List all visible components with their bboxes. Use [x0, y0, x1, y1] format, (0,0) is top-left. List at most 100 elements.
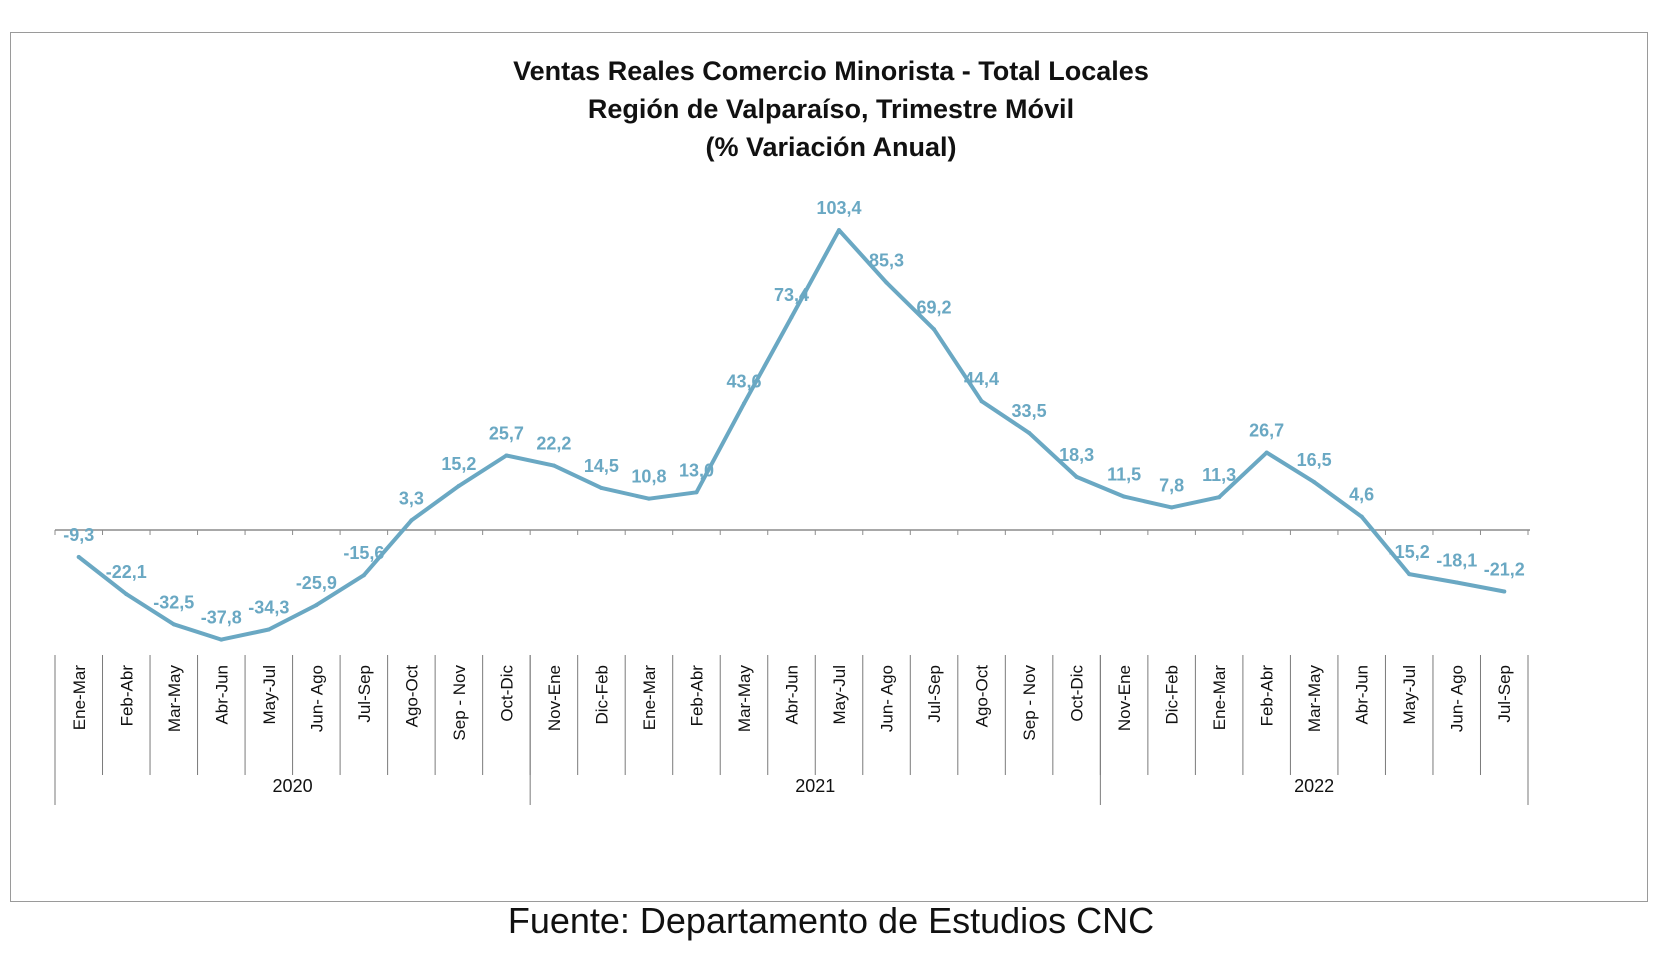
category-tick-label: Ene-Mar: [1210, 665, 1229, 731]
category-tick-label: Dic-Feb: [592, 665, 611, 725]
data-point: [361, 573, 366, 578]
category-tick-label: Ene-Mar: [640, 665, 659, 731]
data-label: 15,2: [441, 454, 476, 474]
data-point: [1264, 450, 1269, 455]
data-point: [1454, 580, 1459, 585]
data-label: 7,8: [1159, 475, 1184, 495]
category-tick-label: Oct-Dic: [497, 665, 516, 722]
category-tick-label: Feb-Abr: [687, 665, 706, 727]
chart-title-line-2: Región de Valparaíso, Trimestre Móvil: [587, 94, 1075, 124]
data-label: 22,2: [536, 434, 571, 454]
data-point: [1312, 480, 1317, 485]
data-point: [1027, 430, 1032, 435]
category-tick-label: Jul-Sep: [925, 665, 944, 723]
category-tick-layer: Ene-Mar Feb-Abr Mar-May Abr-Jun May-Jul Jun- …: [54, 655, 1529, 805]
year-label: 2020: [273, 776, 313, 796]
series-line-layer: [76, 228, 1507, 642]
data-label: -25,9: [296, 573, 337, 593]
category-tick-label: May-Jul: [260, 665, 279, 725]
data-point: [789, 315, 794, 320]
data-label: 33,5: [1012, 401, 1047, 421]
data-point: [741, 401, 746, 406]
data-label: -15,6: [343, 543, 384, 563]
data-point: [1217, 495, 1222, 500]
data-point: [504, 453, 509, 458]
category-tick-label: Mar-May: [165, 665, 184, 733]
data-label: 43,6: [726, 372, 761, 392]
data-point: [76, 554, 81, 559]
data-point: [1359, 514, 1364, 519]
data-label: -22,1: [106, 562, 147, 582]
data-label: 25,7: [489, 423, 524, 443]
data-label: -21,2: [1484, 559, 1525, 579]
data-point: [314, 603, 319, 608]
data-label: 69,2: [917, 297, 952, 317]
data-label: 16,5: [1297, 450, 1332, 470]
category-tick-label: Sep - Nov: [450, 665, 469, 741]
category-tick-label: Oct-Dic: [1068, 665, 1087, 722]
category-tick-label: Ago-Oct: [973, 665, 992, 728]
data-label: -37,8: [201, 608, 242, 628]
data-point: [932, 327, 937, 332]
data-label: 11,5: [1107, 465, 1141, 485]
category-tick-label: May-Jul: [830, 665, 849, 725]
line-chart: -9,3 -22,1 -32,5 -37,8 -34,3 -25,9 -15,6 3,3 15,…: [54, 198, 1530, 805]
data-point: [1122, 494, 1127, 499]
category-tick-label: Abr-Jun: [1353, 665, 1372, 725]
category-tick-label: Nov-Ene: [1115, 665, 1134, 731]
data-label: 85,3: [869, 251, 904, 271]
chart-title-line-1: Ventas Reales Comercio Minorista - Total…: [513, 56, 1149, 86]
data-label: -32,5: [153, 592, 194, 612]
category-tick-label: Abr-Jun: [783, 665, 802, 725]
data-label: -9,3: [63, 525, 94, 545]
axis-layer: [54, 529, 1530, 535]
category-tick-label: Jul-Sep: [355, 665, 374, 723]
data-label: 11,3: [1202, 465, 1236, 485]
category-tick-label: Ene-Mar: [70, 665, 89, 731]
data-label: -34,3: [248, 597, 289, 617]
year-label: 2021: [795, 776, 835, 796]
data-point: [266, 627, 271, 632]
category-tick-label: Jun- Ago: [1448, 665, 1467, 732]
data-label: 44,4: [964, 369, 999, 389]
data-point: [1169, 505, 1174, 510]
data-label: 73,4: [774, 285, 809, 305]
data-label: 14,5: [584, 456, 619, 476]
category-tick-label: Sep - Nov: [1020, 665, 1039, 741]
category-tick-label: Mar-May: [1305, 665, 1324, 733]
data-label: -18,1: [1436, 550, 1477, 570]
data-point: [1407, 572, 1412, 577]
data-point: [599, 485, 604, 490]
data-point: [1502, 589, 1507, 594]
data-label: 103,4: [816, 198, 861, 218]
chart-title-line-3: (% Variación Anual): [705, 132, 957, 162]
category-tick-label: Dic-Feb: [1163, 665, 1182, 725]
data-label: 4,6: [1349, 485, 1374, 505]
data-point: [979, 399, 984, 404]
category-tick-label: May-Jul: [1400, 665, 1419, 725]
data-point: [646, 496, 651, 501]
data-point: [219, 637, 224, 642]
data-label: 26,7: [1249, 421, 1284, 441]
category-tick-label: Feb-Abr: [1258, 665, 1277, 727]
category-tick-label: Jul-Sep: [1495, 665, 1514, 723]
data-label: 18,3: [1059, 445, 1094, 465]
data-point: [884, 280, 889, 285]
year-label: 2022: [1294, 776, 1334, 796]
data-point: [1074, 474, 1079, 479]
chart-title: Ventas Reales Comercio Minorista - Total…: [0, 52, 1662, 166]
data-point: [694, 490, 699, 495]
category-tick-label: Jun- Ago: [307, 665, 326, 732]
data-label: 10,8: [631, 467, 666, 487]
chart-frame: [10, 32, 1648, 902]
data-point: [409, 518, 414, 523]
category-tick-label: Ago-Oct: [402, 665, 421, 728]
category-tick-label: Jun- Ago: [878, 665, 897, 732]
data-label: 13,0: [679, 460, 714, 480]
data-point: [837, 228, 842, 233]
data-label-layer: -9,3 -22,1 -32,5 -37,8 -34,3 -25,9 -15,6 3,3 15,…: [63, 198, 1525, 627]
data-point: [551, 463, 556, 468]
data-label: 3,3: [399, 488, 424, 508]
category-tick-label: Abr-Jun: [212, 665, 231, 725]
data-point: [456, 483, 461, 488]
